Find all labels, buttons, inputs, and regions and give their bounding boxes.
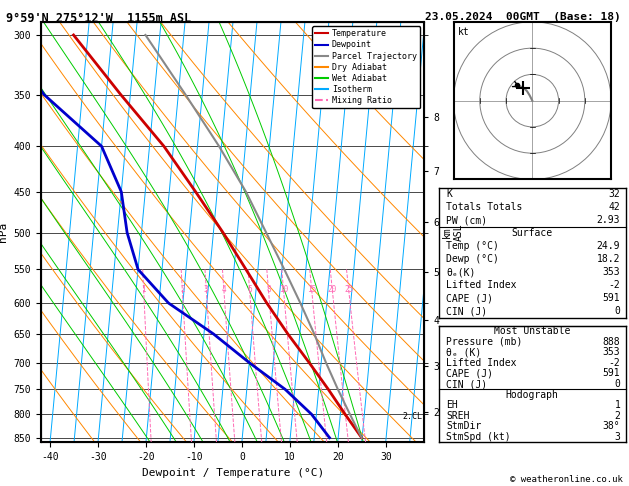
Text: 1: 1 (615, 400, 620, 410)
Text: 2: 2 (180, 285, 185, 295)
Text: 2.CL: 2.CL (402, 412, 422, 421)
Text: -2: -2 (608, 280, 620, 290)
Text: θₑ(K): θₑ(K) (446, 267, 476, 277)
Text: 2: 2 (615, 411, 620, 421)
Text: 32: 32 (608, 189, 620, 199)
Y-axis label: hPa: hPa (0, 222, 8, 242)
Text: 9°59'N 275°12'W  1155m ASL: 9°59'N 275°12'W 1155m ASL (6, 12, 192, 25)
Text: 10: 10 (279, 285, 288, 295)
Text: Hodograph: Hodograph (506, 390, 559, 399)
Text: kt: kt (459, 27, 470, 36)
Text: CAPE (J): CAPE (J) (446, 368, 493, 379)
Text: Totals Totals: Totals Totals (446, 202, 523, 212)
Text: 24.9: 24.9 (597, 241, 620, 251)
Text: StmDir: StmDir (446, 421, 481, 432)
Y-axis label: km
ASL: km ASL (442, 223, 464, 241)
Text: 6: 6 (247, 285, 252, 295)
Text: Lifted Index: Lifted Index (446, 358, 517, 368)
Text: 18.2: 18.2 (597, 254, 620, 264)
Text: 3: 3 (615, 432, 620, 442)
Text: Lifted Index: Lifted Index (446, 280, 517, 290)
Text: PW (cm): PW (cm) (446, 215, 487, 225)
Text: 8: 8 (266, 285, 270, 295)
Text: 591: 591 (603, 368, 620, 379)
Text: 353: 353 (603, 267, 620, 277)
Text: 23.05.2024  00GMT  (Base: 18): 23.05.2024 00GMT (Base: 18) (425, 12, 620, 22)
Text: 4: 4 (221, 285, 226, 295)
Text: Most Unstable: Most Unstable (494, 326, 571, 336)
Text: 20: 20 (328, 285, 337, 295)
Text: 591: 591 (603, 293, 620, 303)
Text: K: K (446, 189, 452, 199)
Text: 3: 3 (204, 285, 209, 295)
Text: 0: 0 (615, 379, 620, 389)
Text: 25: 25 (344, 285, 353, 295)
Text: CAPE (J): CAPE (J) (446, 293, 493, 303)
Text: Surface: Surface (512, 228, 553, 238)
Text: 42: 42 (608, 202, 620, 212)
Text: -2: -2 (608, 358, 620, 368)
Text: StmSpd (kt): StmSpd (kt) (446, 432, 511, 442)
Text: EH: EH (446, 400, 458, 410)
Text: 0: 0 (615, 306, 620, 316)
X-axis label: Dewpoint / Temperature (°C): Dewpoint / Temperature (°C) (142, 468, 324, 478)
Text: 888: 888 (603, 337, 620, 347)
Legend: Temperature, Dewpoint, Parcel Trajectory, Dry Adiabat, Wet Adiabat, Isotherm, Mi: Temperature, Dewpoint, Parcel Trajectory… (312, 26, 420, 108)
Text: 353: 353 (603, 347, 620, 357)
Text: Dewp (°C): Dewp (°C) (446, 254, 499, 264)
Text: SREH: SREH (446, 411, 470, 421)
Text: CIN (J): CIN (J) (446, 306, 487, 316)
Text: Temp (°C): Temp (°C) (446, 241, 499, 251)
Text: CIN (J): CIN (J) (446, 379, 487, 389)
Text: 1: 1 (142, 285, 146, 295)
Text: θₑ (K): θₑ (K) (446, 347, 481, 357)
Text: 15: 15 (307, 285, 316, 295)
Text: Pressure (mb): Pressure (mb) (446, 337, 523, 347)
Text: 38°: 38° (603, 421, 620, 432)
Text: © weatheronline.co.uk: © weatheronline.co.uk (510, 474, 623, 484)
Text: 2.93: 2.93 (597, 215, 620, 225)
